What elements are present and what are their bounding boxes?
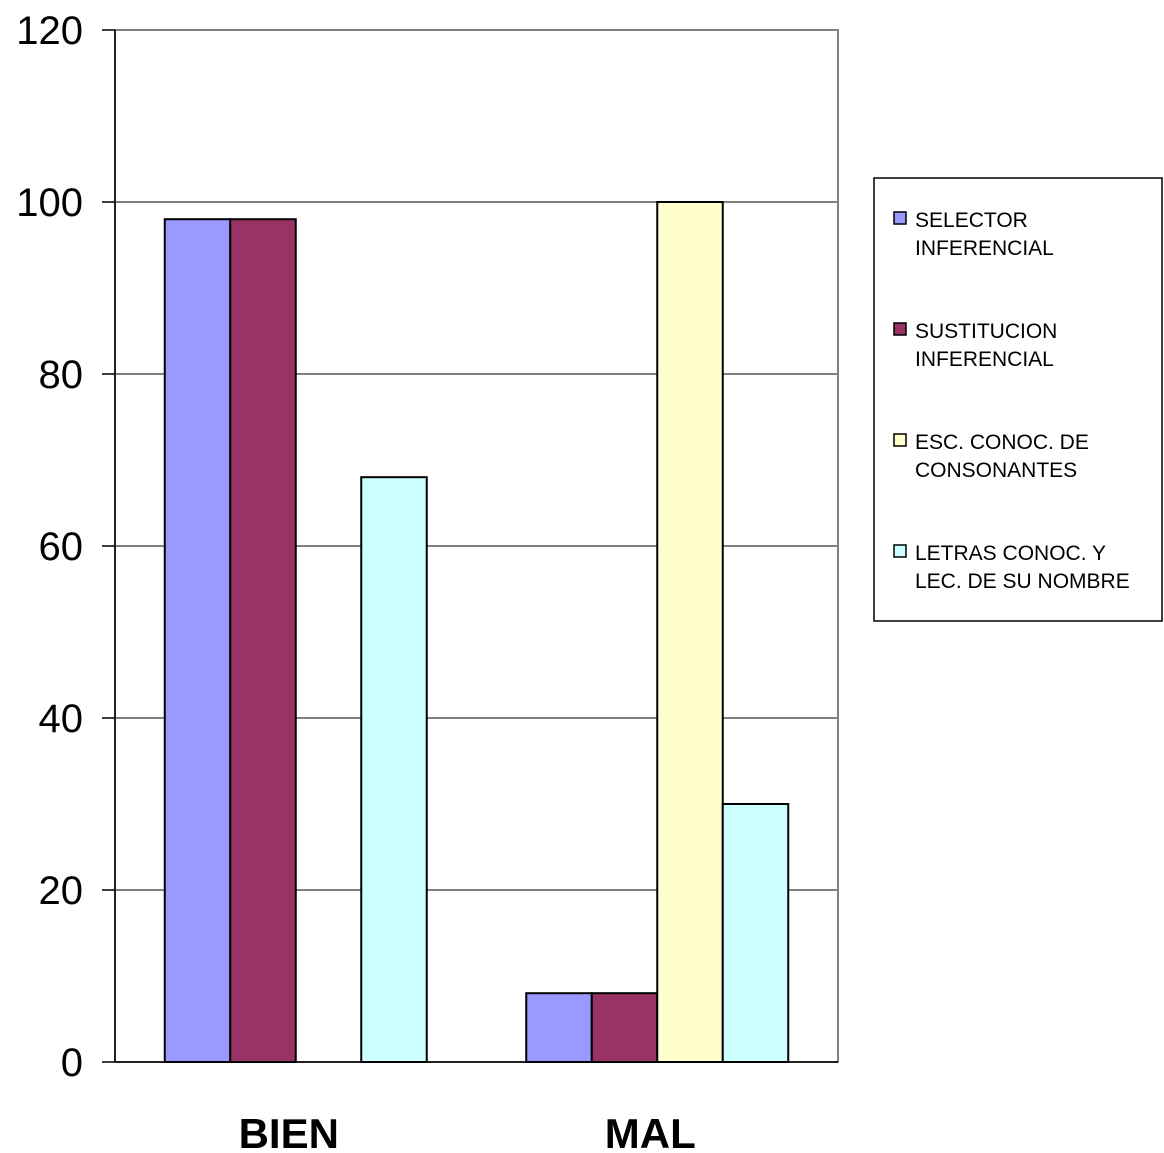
legend-label: ESC. CONOC. DE xyxy=(915,431,1089,454)
y-tick-label: 120 xyxy=(16,9,83,53)
legend-box xyxy=(873,177,1163,622)
legend-label: LETRAS CONOC. Y xyxy=(915,542,1106,565)
bar-bien-series-4 xyxy=(360,476,428,1063)
y-tick-label: 60 xyxy=(39,525,84,569)
legend-swatch xyxy=(893,544,907,558)
y-tick-label: 100 xyxy=(16,181,83,225)
x-category-label: MAL xyxy=(605,1110,696,1153)
bar-mal-series-1 xyxy=(525,992,593,1064)
legend-swatch xyxy=(893,433,907,447)
legend-label: SUSTITUCION xyxy=(915,320,1057,343)
y-axis: 0 20 40 60 80 100 120 xyxy=(16,9,838,1085)
y-tick-label: 80 xyxy=(39,353,84,397)
legend-label: LEC. DE SU NOMBRE xyxy=(915,570,1130,593)
y-tick-label: 40 xyxy=(39,697,84,741)
bar-bien-series-2 xyxy=(229,218,297,1063)
bar-mal-series-3 xyxy=(656,201,724,1063)
legend-label: CONSONANTES xyxy=(915,459,1077,482)
bar-mal-series-2 xyxy=(590,992,659,1064)
y-tick-label: 0 xyxy=(61,1041,83,1085)
legend-label: INFERENCIAL xyxy=(915,348,1054,371)
bar-bien-series-1 xyxy=(163,218,232,1063)
legend-swatch xyxy=(893,322,907,336)
y-tick-label: 20 xyxy=(39,869,84,913)
legend-label: INFERENCIAL xyxy=(915,237,1054,260)
bar-mal-series-4 xyxy=(721,803,790,1063)
legend-swatch xyxy=(893,211,907,225)
legend-label: SELECTOR xyxy=(915,209,1028,232)
legend: SELECTOR INFERENCIAL SUSTITUCION INFERENCIA… xyxy=(873,177,1163,622)
x-axis-category-labels: BIEN MAL xyxy=(239,1110,696,1153)
bars xyxy=(163,201,790,1064)
x-category-label: BIEN xyxy=(239,1110,339,1153)
